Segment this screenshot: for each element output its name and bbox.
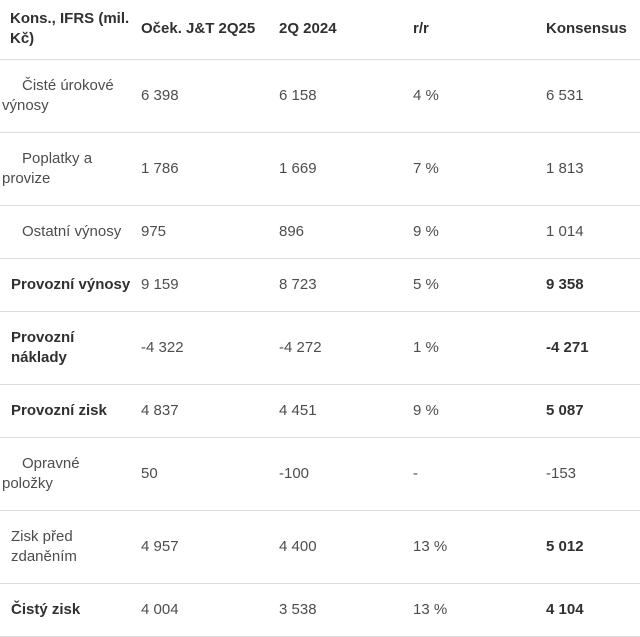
column-header-line: r/r — [413, 20, 429, 37]
cell-yoy: 13 % — [403, 583, 536, 637]
cell-konsensus: 4 104 — [536, 583, 640, 637]
row-label: Zisk před zdaněním — [0, 510, 131, 584]
cell-konsensus: 5 087 — [536, 384, 640, 438]
cell-yoy: - — [403, 437, 536, 511]
row-label-line: výnosy — [2, 97, 49, 114]
cell-yoy: 1 % — [403, 311, 536, 385]
column-header-2: Oček. J&T 2Q25 — [131, 0, 269, 60]
cell-ocek-jt-2q25: 6 398 — [131, 59, 269, 133]
table-row: Zisk před zdaněním 4 957 4 400 13 % 5 012 — [0, 510, 640, 584]
cell-2q-2024: 4 451 — [269, 384, 403, 438]
column-header-line: Kč) — [10, 30, 35, 47]
row-label-line: položky — [2, 475, 53, 492]
cell-konsensus: 5 012 — [536, 510, 640, 584]
row-label-line: Ostatní výnosy — [22, 223, 122, 240]
column-header-line: Kons., IFRS (mil. — [10, 10, 130, 27]
cell-2q-2024: -100 — [269, 437, 403, 511]
cell-konsensus: 1 014 — [536, 205, 640, 259]
cell-ocek-jt-2q25: 4 957 — [131, 510, 269, 584]
row-label: Provozní náklady — [0, 311, 131, 385]
column-header-3: 2Q 2024 — [269, 0, 403, 60]
cell-yoy: 5 % — [403, 258, 536, 312]
cell-ocek-jt-2q25: 4 837 — [131, 384, 269, 438]
cell-ocek-jt-2q25: 4 004 — [131, 583, 269, 637]
column-header-4: r/r — [403, 0, 536, 60]
header-row: Kons., IFRS (mil. Kč) Oček. J&T 2Q25 2Q 202… — [0, 0, 640, 60]
table-row: Ostatní výnosy 975 896 9 % 1 014 — [0, 205, 640, 259]
row-label: Čistý zisk — [0, 583, 131, 637]
row-label: Ostatní výnosy — [0, 205, 131, 259]
cell-konsensus: 6 531 — [536, 59, 640, 133]
table-row: Čisté úrokové výnosy 6 398 6 158 4 % 6 531 — [0, 59, 640, 133]
table-row: Poplatky a provize 1 786 1 669 7 % 1 813 — [0, 132, 640, 206]
row-label-line: Zisk před — [11, 528, 73, 545]
row-label: Provozní zisk — [0, 384, 131, 438]
column-header-line: Konsensus — [546, 20, 627, 37]
row-label-line: Provozní zisk — [11, 402, 107, 419]
cell-2q-2024: 3 538 — [269, 583, 403, 637]
cell-konsensus: -153 — [536, 437, 640, 511]
cell-2q-2024: 896 — [269, 205, 403, 259]
cell-2q-2024: -4 272 — [269, 311, 403, 385]
cell-ocek-jt-2q25: 1 786 — [131, 132, 269, 206]
row-label: Provozní výnosy — [0, 258, 131, 312]
cell-ocek-jt-2q25: -4 322 — [131, 311, 269, 385]
row-label-line: náklady — [11, 349, 67, 366]
cell-konsensus: 9 358 — [536, 258, 640, 312]
row-label: Opravné položky — [0, 437, 131, 511]
row-label-line: Čistý zisk — [11, 601, 81, 618]
cell-konsensus: -4 271 — [536, 311, 640, 385]
table-row: Provozní náklady -4 322 -4 272 1 % -4 271 — [0, 311, 640, 385]
table-body: Čisté úrokové výnosy 6 398 6 158 4 % 6 531 Pop… — [0, 59, 640, 637]
table-row: Provozní výnosy 9 159 8 723 5 % 9 358 — [0, 258, 640, 312]
cell-2q-2024: 1 669 — [269, 132, 403, 206]
row-label-line: zdaněním — [11, 548, 77, 565]
table-row: Opravné položky 50 -100- -153 — [0, 437, 640, 511]
cell-yoy: 4 % — [403, 59, 536, 133]
column-header-line: Oček. J&T 2Q25 — [141, 20, 256, 37]
row-label-line: Čisté úrokové — [22, 77, 114, 94]
table-header: Kons., IFRS (mil. Kč) Oček. J&T 2Q25 2Q 202… — [0, 0, 640, 60]
cell-2q-2024: 8 723 — [269, 258, 403, 312]
column-header-line: 2Q 2024 — [279, 20, 337, 37]
cell-2q-2024: 4 400 — [269, 510, 403, 584]
row-label-line: provize — [2, 170, 51, 187]
cell-yoy: 7 % — [403, 132, 536, 206]
column-header-1: Kons., IFRS (mil. Kč) — [0, 0, 131, 60]
table-row: Provozní zisk 4 837 4 451 9 % 5 087 — [0, 384, 640, 438]
table-row: Čistý zisk 4 004 3 538 13 % 4 104 — [0, 583, 640, 637]
cell-ocek-jt-2q25: 975 — [131, 205, 269, 259]
row-label: Čisté úrokové výnosy — [0, 59, 131, 133]
row-label-line: Poplatky a — [22, 150, 93, 167]
row-label-line: Provozní výnosy — [11, 276, 131, 293]
cell-2q-2024: 6 158 — [269, 59, 403, 133]
row-label-line: Opravné — [22, 455, 80, 472]
cell-ocek-jt-2q25: 50 — [131, 437, 269, 511]
cell-yoy: 13 % — [403, 510, 536, 584]
row-label: Poplatky a provize — [0, 132, 131, 206]
cell-konsensus: 1 813 — [536, 132, 640, 206]
column-header-5: Konsensus — [536, 0, 640, 60]
cell-yoy: 9 % — [403, 205, 536, 259]
cell-yoy: 9 % — [403, 384, 536, 438]
cell-ocek-jt-2q25: 9 159 — [131, 258, 269, 312]
row-label-line: Provozní — [11, 329, 75, 346]
